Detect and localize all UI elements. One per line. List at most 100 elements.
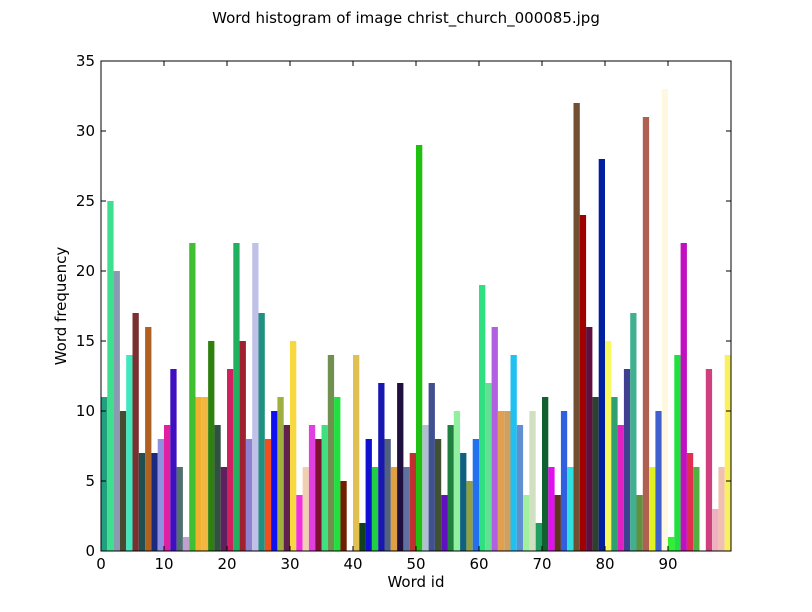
bar: [397, 383, 404, 551]
bar: [126, 355, 133, 551]
bar: [705, 369, 713, 551]
bar: [586, 327, 593, 551]
bar: [371, 467, 379, 551]
y-tick-label: 25: [76, 192, 95, 210]
bar: [529, 411, 536, 551]
bar: [460, 453, 467, 551]
bar: [201, 397, 209, 551]
bar: [283, 425, 290, 551]
bar: [680, 243, 687, 551]
bar: [290, 341, 297, 551]
bar: [277, 397, 284, 551]
bar: [264, 439, 272, 551]
bar: [479, 285, 486, 551]
bar: [359, 523, 366, 551]
bar: [119, 411, 127, 551]
x-tick-label: 70: [532, 555, 551, 573]
bar: [491, 327, 498, 551]
bar: [409, 453, 416, 551]
bar: [176, 467, 183, 551]
bar: [416, 145, 423, 551]
bar: [453, 411, 461, 551]
bar: [598, 159, 605, 551]
bar: [510, 355, 517, 551]
bar: [195, 397, 202, 551]
bar: [245, 439, 253, 551]
bar: [497, 411, 505, 551]
bar: [693, 467, 700, 551]
bar: [661, 89, 668, 551]
bar: [321, 425, 328, 551]
bar: [422, 425, 429, 551]
bar: [138, 453, 146, 551]
bar: [208, 341, 215, 551]
bar: [157, 439, 164, 551]
bar: [220, 467, 227, 551]
bar: [271, 411, 278, 551]
bar: [340, 481, 347, 551]
x-tick-label: 90: [658, 555, 677, 573]
y-tick-label: 20: [76, 262, 95, 280]
bar: [428, 383, 435, 551]
bar: [334, 397, 341, 551]
y-tick-label: 30: [76, 122, 95, 140]
bar: [579, 215, 587, 551]
x-tick-label: 50: [406, 555, 425, 573]
bar: [101, 397, 108, 551]
bar: [308, 425, 316, 551]
bar: [434, 439, 442, 551]
x-tick-label: 20: [217, 555, 236, 573]
y-tick-label: 10: [76, 402, 95, 420]
bar: [724, 355, 731, 551]
bars: [101, 89, 731, 551]
bar: [296, 495, 303, 551]
bar: [668, 537, 675, 551]
bar: [151, 453, 158, 551]
bar: [214, 425, 221, 551]
bar: [686, 453, 694, 551]
bar: [592, 397, 599, 551]
bar: [548, 467, 555, 551]
bar: [182, 537, 190, 551]
x-tick-label: 10: [154, 555, 173, 573]
bar: [542, 397, 549, 551]
bar: [258, 313, 265, 551]
bar: [554, 495, 561, 551]
bar: [636, 495, 643, 551]
bar: [227, 369, 234, 551]
bar: [630, 313, 637, 551]
bar: [170, 369, 177, 551]
bar: [315, 439, 322, 551]
bar: [353, 355, 360, 551]
y-tick-label: 35: [76, 52, 95, 70]
bar: [504, 411, 511, 551]
bar: [535, 523, 542, 551]
bar: [327, 355, 335, 551]
bar: [132, 313, 139, 551]
bar: [649, 467, 656, 551]
bar: [113, 271, 120, 551]
bar: [403, 467, 410, 551]
bar: [623, 369, 631, 551]
bar: [523, 495, 530, 551]
bar: [441, 495, 448, 551]
x-tick-label: 0: [96, 555, 106, 573]
bar: [384, 439, 391, 551]
y-tick-label: 15: [76, 332, 95, 350]
bar: [560, 411, 568, 551]
bar: [239, 341, 246, 551]
bar: [712, 509, 719, 551]
bar: [378, 383, 385, 551]
bar: [611, 397, 618, 551]
bar: [466, 481, 473, 551]
bar: [107, 201, 114, 551]
bar: [617, 425, 624, 551]
x-tick-label: 60: [469, 555, 488, 573]
bar: [472, 439, 479, 551]
chart-title: Word histogram of image christ_church_00…: [212, 9, 600, 28]
y-tick-label: 5: [85, 472, 95, 490]
x-tick-label: 40: [343, 555, 362, 573]
bar: [567, 467, 574, 551]
bar: [605, 341, 612, 551]
y-axis-label: Word frequency: [52, 247, 70, 366]
